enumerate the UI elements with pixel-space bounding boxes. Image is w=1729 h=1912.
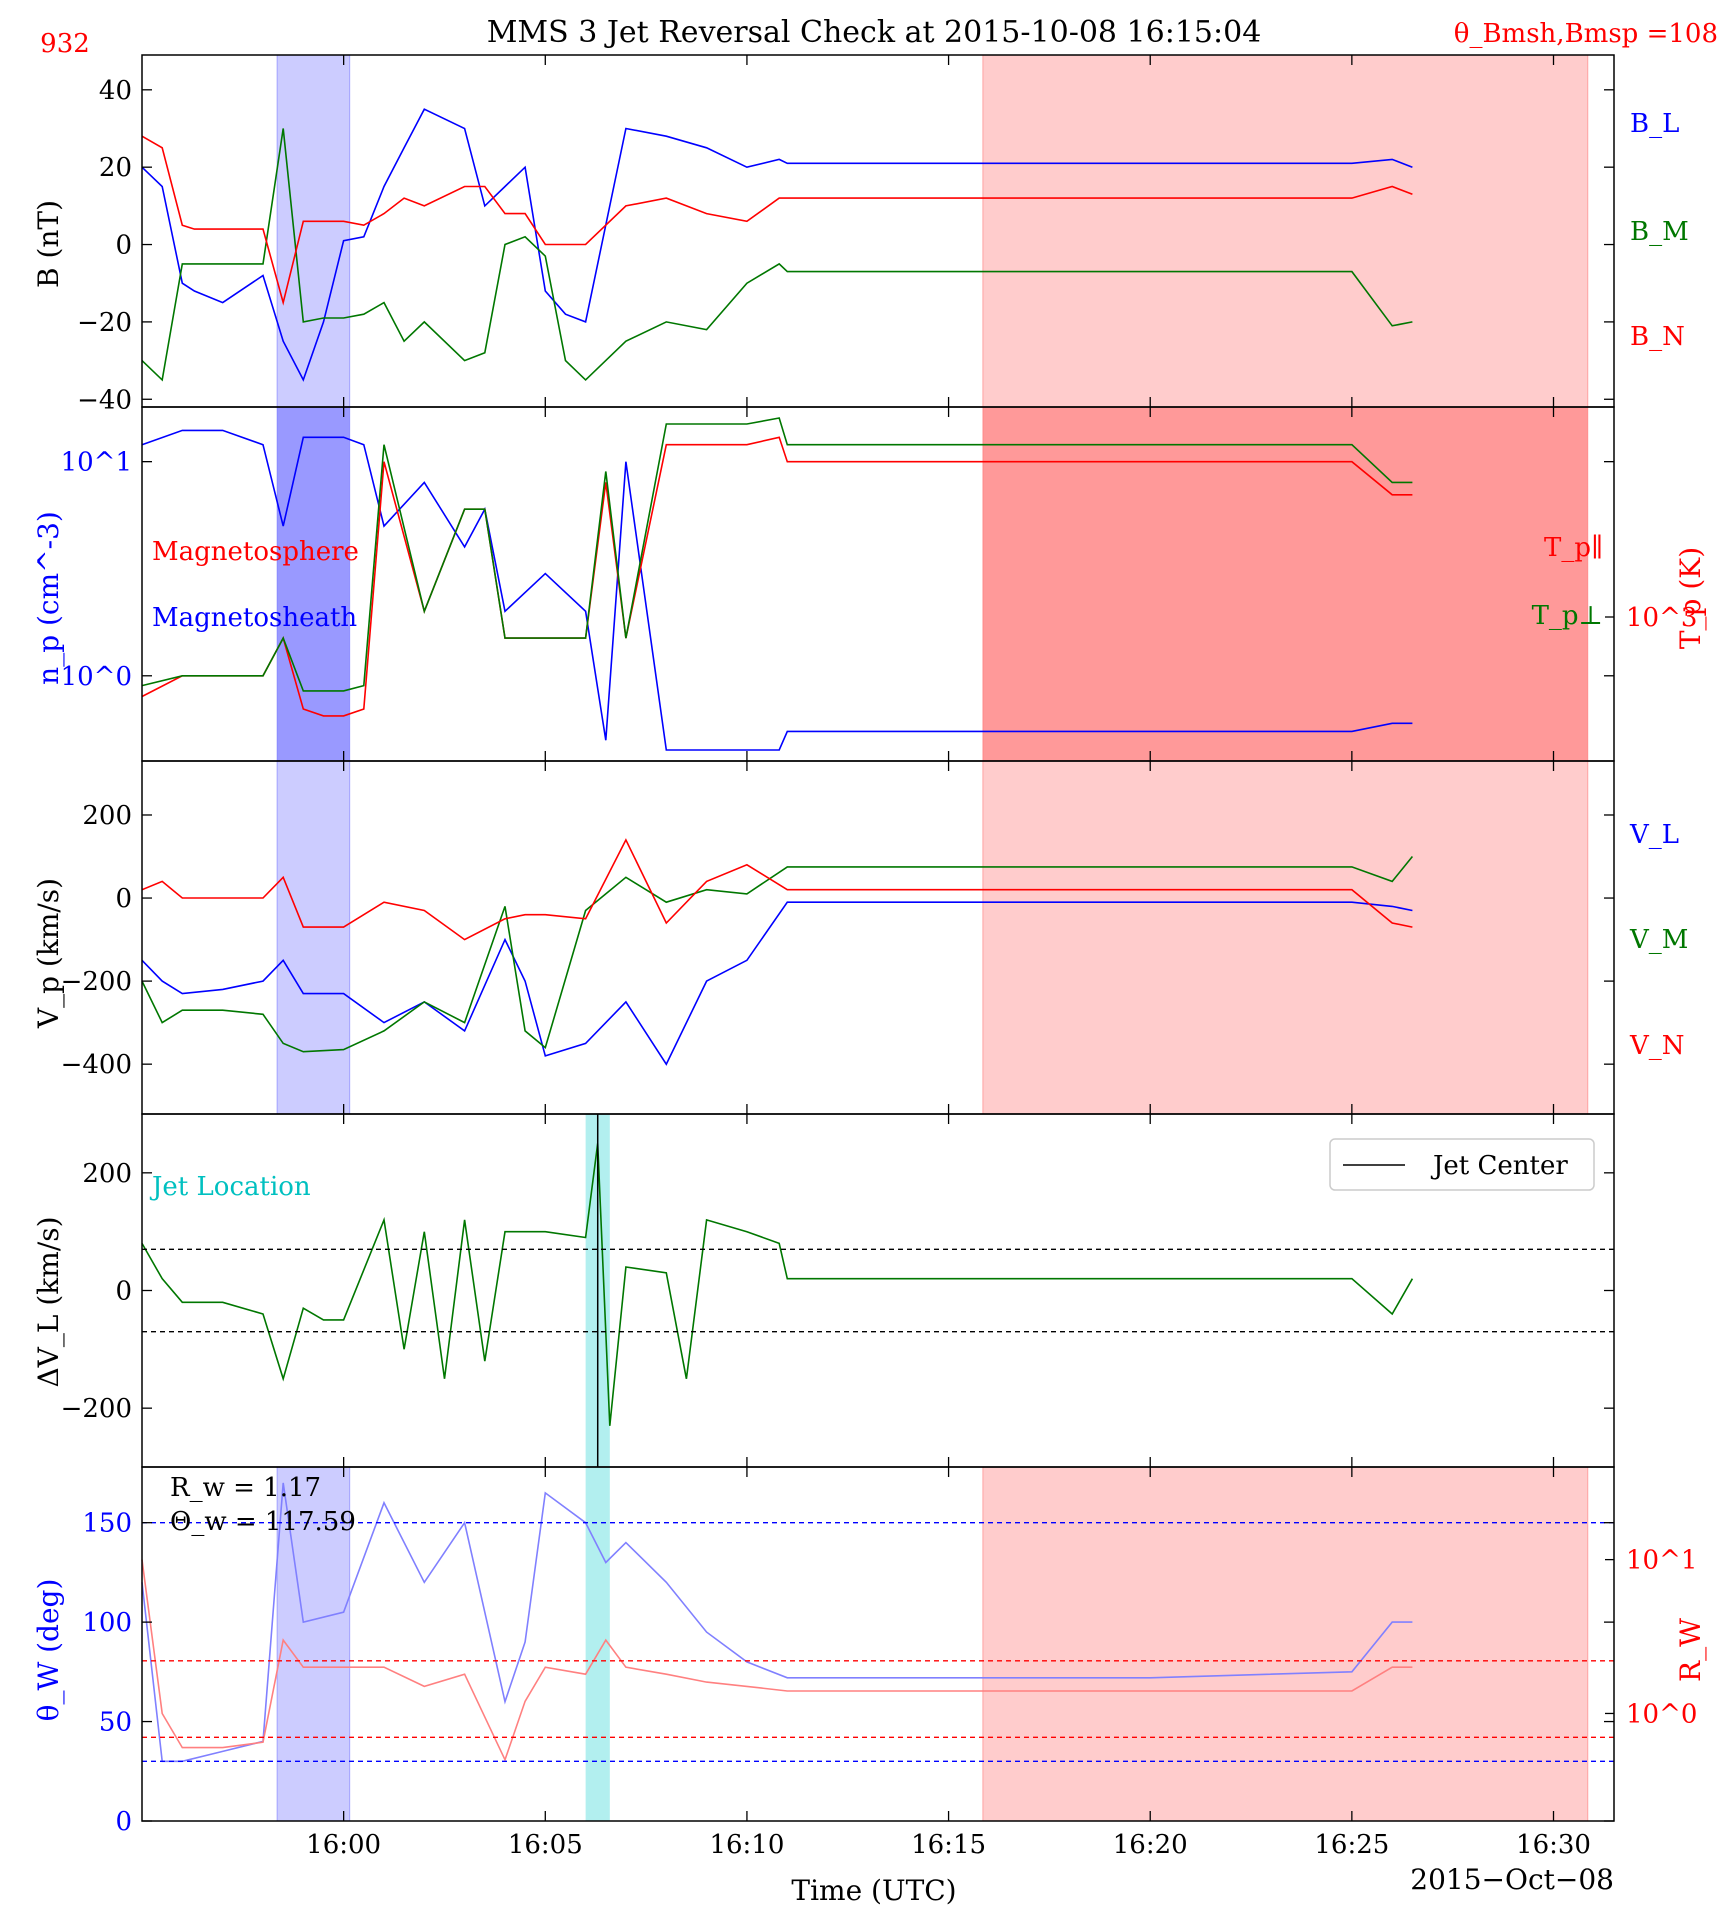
series-B_L — [141, 108, 1413, 382]
jet-location-band — [585, 1467, 610, 1821]
magnetosphere-band — [982, 1466, 1589, 1822]
theta-label: θ_Bmsh,Bmsp =108 — [1454, 19, 1718, 49]
axis-ticks: 40200−20−4010^310^110^02000−200−4002000−… — [61, 55, 1697, 1860]
y-tick-label: −200 — [61, 1394, 132, 1424]
y-tick-label: 100 — [82, 1608, 132, 1638]
series-R_W — [141, 1559, 1413, 1762]
panel1-ylabel: B (nT) — [32, 200, 65, 288]
x-tick-label: 16:20 — [1113, 1830, 1188, 1860]
panel5-y2label: R_W — [1674, 1618, 1707, 1682]
magnetosphere-band — [982, 406, 1589, 762]
magnetosphere-band — [982, 760, 1589, 1115]
y-tick-label: 10^0 — [61, 662, 132, 692]
annotation-jet-location: Jet Location — [149, 1172, 311, 1202]
panel2-y2label: T_p (K) — [1674, 547, 1707, 649]
x-tick-label: 16:10 — [709, 1830, 784, 1860]
magnetosheath-band — [276, 406, 351, 762]
y-tick-label: 0 — [115, 231, 132, 261]
series-θ_W — [141, 1482, 1413, 1763]
y2-tick-label: 10^0 — [1626, 1699, 1697, 1729]
x-tick-label: 16:05 — [508, 1830, 583, 1860]
chart-title: MMS 3 Jet Reversal Check at 2015-10-08 1… — [487, 15, 1262, 50]
y-tick-label: 200 — [82, 801, 132, 831]
panel-frame — [141, 1466, 1615, 1822]
legend-vn: V_N — [1629, 1031, 1685, 1061]
y-tick-label: −20 — [77, 308, 132, 338]
interval-bands — [276, 54, 1589, 1822]
series-dVL — [141, 1143, 1414, 1426]
y-tick-label: 200 — [82, 1159, 132, 1189]
x-tick-label: 16:15 — [911, 1830, 986, 1860]
legend-vl: V_L — [1629, 820, 1679, 850]
magnetosphere-band — [982, 54, 1589, 408]
magnetosheath-band — [276, 54, 351, 408]
y-tick-label: 0 — [115, 1807, 132, 1837]
series-V_M — [141, 855, 1414, 1053]
x-tick-label: 16:00 — [306, 1830, 381, 1860]
y-tick-label: 20 — [99, 153, 132, 183]
y-tick-label: 40 — [99, 76, 132, 106]
legend-tpar: T_p∥ — [1544, 533, 1603, 563]
date-label: 2015−Oct−08 — [1410, 1863, 1614, 1896]
legend-jet-center: Jet Center — [1430, 1151, 1568, 1181]
series-T_p⊥ — [141, 417, 1413, 692]
legend-tperp: T_p⊥ — [1532, 601, 1603, 631]
y-tick-label: 0 — [115, 1277, 132, 1307]
x-axis-label: Time (UTC) — [791, 1874, 956, 1907]
panel2-ylabel: n_p (cm^-3) — [32, 511, 65, 685]
annotation-rw: R_w = 1.17 — [170, 1473, 321, 1503]
legend-bn: B_N — [1630, 322, 1685, 352]
y-tick-label: 50 — [99, 1708, 132, 1738]
y-tick-label: 10^1 — [61, 448, 132, 478]
series-V_L — [141, 901, 1413, 1066]
legend-box — [1329, 1138, 1595, 1191]
y2-tick-label: 10^1 — [1626, 1546, 1697, 1576]
y-tick-label: −200 — [61, 967, 132, 997]
panel4-ylabel: ΔV_L (km/s) — [32, 1216, 65, 1387]
plot-lines — [141, 108, 1614, 1763]
x-tick-label: 16:25 — [1314, 1830, 1389, 1860]
y2-tick-label: 10^3 — [1626, 603, 1697, 633]
series-n_p — [141, 429, 1413, 751]
y-tick-label: −40 — [77, 385, 132, 415]
annotation-magnetosheath: Magnetosheath — [152, 603, 357, 633]
annotation-theta-w: Θ_w = 117.59 — [170, 1507, 356, 1537]
y-tick-label: 150 — [82, 1509, 132, 1539]
panel5-ylabel: θ_W (deg) — [32, 1579, 65, 1722]
magnetosheath-band — [276, 760, 351, 1115]
panel3-ylabel: V_p (km/s) — [32, 878, 65, 1029]
series-B_N — [141, 135, 1413, 306]
legend-bl: B_L — [1630, 109, 1679, 139]
y-tick-label: 0 — [115, 884, 132, 914]
annotation-magnetosphere: Magnetosphere — [152, 537, 359, 567]
y-tick-label: −400 — [61, 1050, 132, 1080]
x-tick-label: 16:30 — [1516, 1830, 1591, 1860]
series-V_N — [141, 838, 1413, 941]
legend-bm: B_M — [1630, 217, 1689, 247]
event-id: 932 — [40, 29, 90, 59]
legend-vm: V_M — [1629, 925, 1688, 955]
